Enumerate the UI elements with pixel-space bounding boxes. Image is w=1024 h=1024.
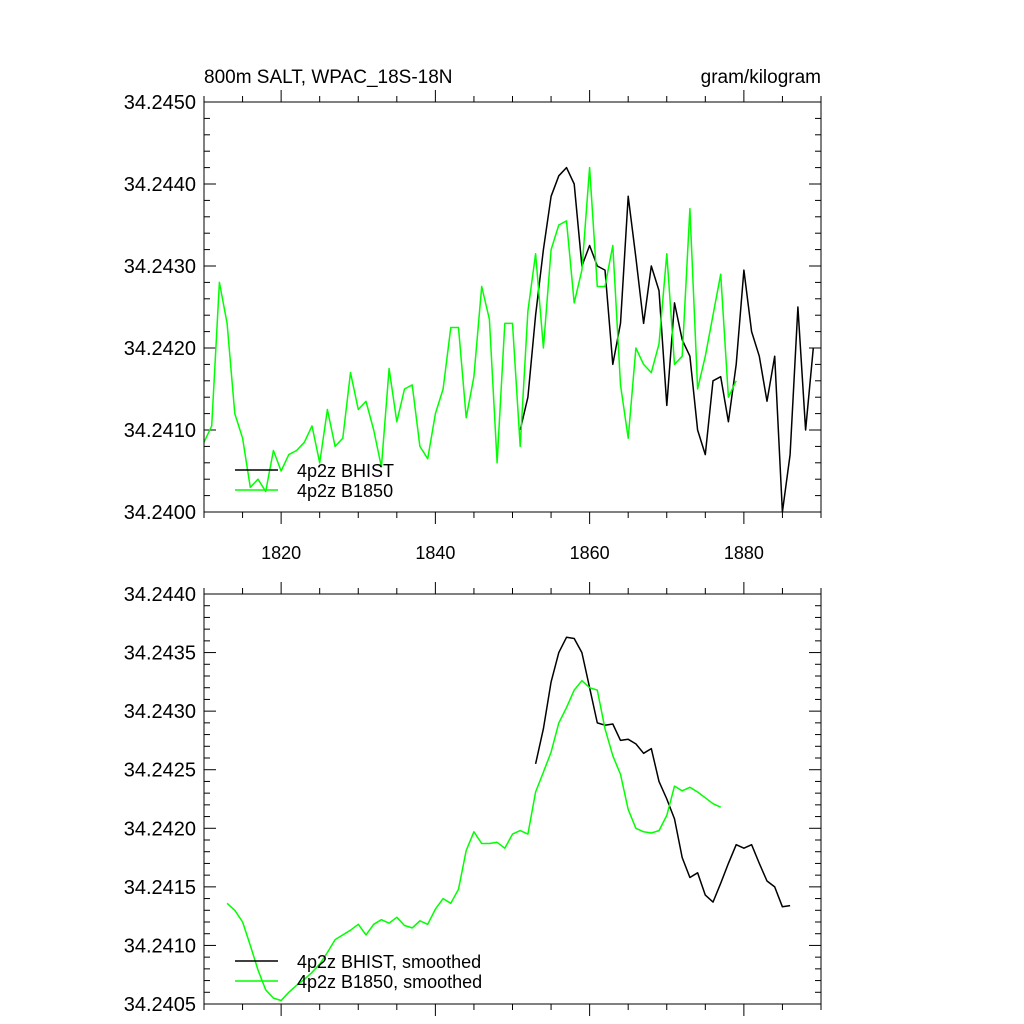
top-title-left: 800m SALT, WPAC_18S-18N	[204, 67, 453, 88]
bottom-series	[226, 636, 791, 1002]
top-xtick-label: 1880	[724, 543, 764, 563]
bottom-ytick-label: 34.2440	[124, 584, 196, 606]
top-ytick-label: 34.2440	[124, 174, 196, 196]
bottom-ticks: 34.2405 34.2410 34.2415 34.2420 34.2425 34.24…	[124, 582, 822, 1016]
bottom-ytick-label: 34.2430	[124, 701, 196, 723]
top-legend-label-bhist: 4p2z BHIST	[297, 461, 394, 481]
top-xtick-label: 1860	[570, 543, 610, 563]
bottom-legend-label-bhist: 4p2z BHIST, smoothed	[297, 952, 481, 972]
top-legend-label-b1850: 4p2z B1850	[297, 481, 393, 501]
top-title-right: gram/kilogram	[701, 67, 821, 88]
bottom-plot-frame	[203, 593, 822, 1005]
bottom-series-line-bhist	[534, 636, 791, 908]
bottom-ytick-label: 34.2435	[124, 643, 196, 665]
bottom-ytick-label: 34.2405	[124, 994, 196, 1016]
bottom-panel: 34.2405 34.2410 34.2415 34.2420 34.2425 34.24…	[124, 582, 822, 1016]
top-ytick-label: 34.2420	[124, 338, 196, 360]
bottom-ytick-label: 34.2425	[124, 760, 196, 782]
top-plot-frame	[203, 101, 822, 513]
top-panel: 800m SALT, WPAC_18S-18N gram/kilogram 34…	[124, 67, 822, 563]
bottom-ytick-label: 34.2420	[124, 818, 196, 840]
top-ticks: 34.2400 34.2410 34.2420 34.2430 34.2440 34.24…	[124, 90, 822, 563]
bottom-ytick-label: 34.2410	[124, 935, 196, 957]
top-xtick-label: 1840	[415, 543, 455, 563]
top-ytick-label: 34.2430	[124, 256, 196, 278]
top-series-line-b1850	[203, 166, 737, 493]
top-series	[203, 166, 815, 513]
bottom-ytick-label: 34.2415	[124, 877, 196, 899]
top-ytick-label: 34.2400	[124, 502, 196, 524]
bottom-legend: 4p2z BHIST, smoothed 4p2z B1850, smoothe…	[235, 952, 482, 992]
bottom-legend-label-b1850: 4p2z B1850, smoothed	[297, 972, 482, 992]
top-xtick-label: 1820	[261, 543, 301, 563]
top-ytick-label: 34.2410	[124, 420, 196, 442]
top-legend: 4p2z BHIST 4p2z B1850	[235, 461, 394, 501]
bottom-series-line-b1850	[226, 679, 722, 1002]
top-series-line-bhist	[519, 166, 815, 513]
top-ytick-label: 34.2450	[124, 92, 196, 114]
